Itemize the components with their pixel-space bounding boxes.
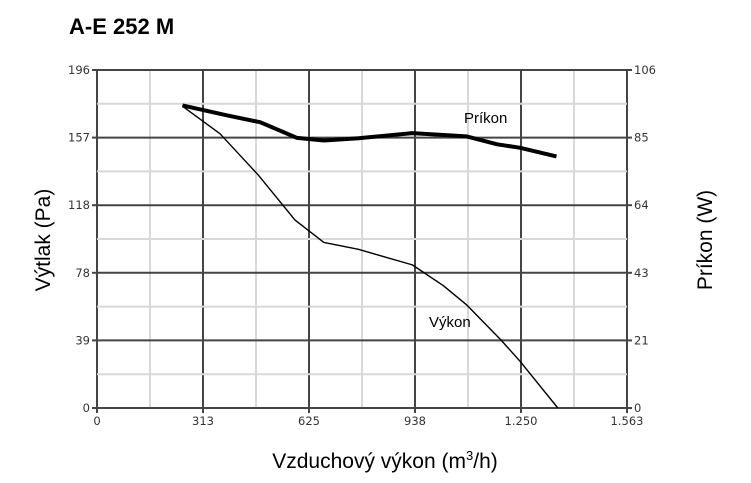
y-tick-label: 196 [68,63,90,77]
series-label-vykon: Výkon [429,314,471,331]
chart-title: A-E 252 M [69,14,175,39]
y2-axis-label: Príkon (W) [694,190,717,290]
y-tick-label: 118 [68,198,90,212]
y-tick-label: 157 [68,131,90,145]
y2-tick-label: 0 [634,401,641,415]
y-tick-label: 0 [83,401,90,415]
x-axis-label-pre: Vzduchový výkon (m [272,450,466,473]
y-tick-label: 39 [75,333,90,347]
x-tick-label: 313 [192,414,214,428]
x-axis-label: Vzduchový výkon (m3/h) [272,448,498,473]
series-line-vykon [182,105,559,409]
x-axis-label-sup: 3 [466,448,473,463]
x-tick-label: 938 [404,414,426,428]
x-tick-label: 625 [298,414,320,428]
y2-tick-label: 64 [634,198,649,212]
x-tick-label: 1.250 [505,414,538,428]
y-axis-label: Výtlak (Pa) [32,189,55,292]
x-tick-label: 1.563 [611,414,644,428]
x-tick-label: 0 [93,414,100,428]
series-label-prikon: Príkon [464,110,507,127]
y2-tick-label: 21 [634,333,649,347]
y2-tick-label: 43 [634,266,649,280]
x-axis-label-post: /h) [473,450,498,473]
y2-tick-label: 106 [634,63,656,77]
y2-tick-label: 85 [634,131,649,145]
y-tick-label: 78 [75,266,90,280]
